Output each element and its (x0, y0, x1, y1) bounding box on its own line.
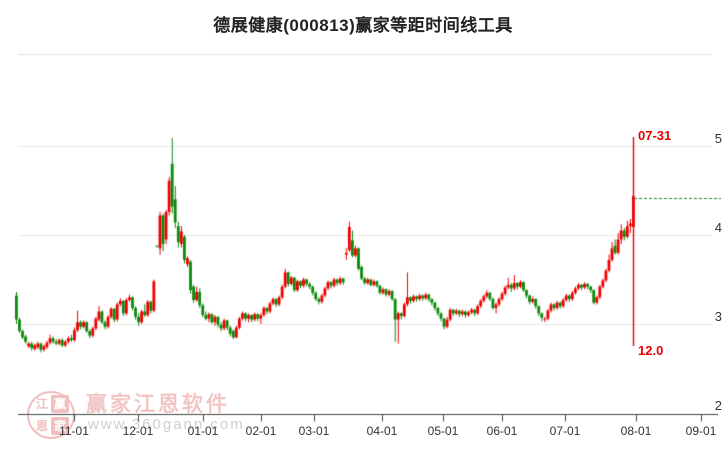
y-axis-label: 5 (714, 131, 722, 146)
x-axis-label: 09-01 (685, 424, 717, 438)
y-axis-label: 3 (714, 309, 722, 324)
y-axis-label: 2 (714, 398, 722, 413)
x-axis-label: 11-01 (59, 424, 89, 438)
x-axis-label: 12-01 (122, 424, 154, 438)
x-axis-label: 01-01 (187, 424, 219, 438)
x-axis-label: 05-01 (427, 424, 459, 438)
x-axis-label: 02-01 (245, 424, 277, 438)
x-axis-label: 07-01 (549, 424, 581, 438)
vline-bottom-label: 12.0 (638, 343, 664, 358)
x-axis-label: 08-01 (620, 424, 652, 438)
vline-date-label: 07-31 (638, 128, 672, 143)
x-axis-label: 03-01 (298, 424, 330, 438)
x-axis-label: 04-01 (366, 424, 398, 438)
chart-title: 德展健康(000813)赢家等距时间线工具 (213, 16, 513, 35)
y-axis-label: 4 (714, 220, 722, 235)
x-axis-label: 06-01 (486, 424, 518, 438)
